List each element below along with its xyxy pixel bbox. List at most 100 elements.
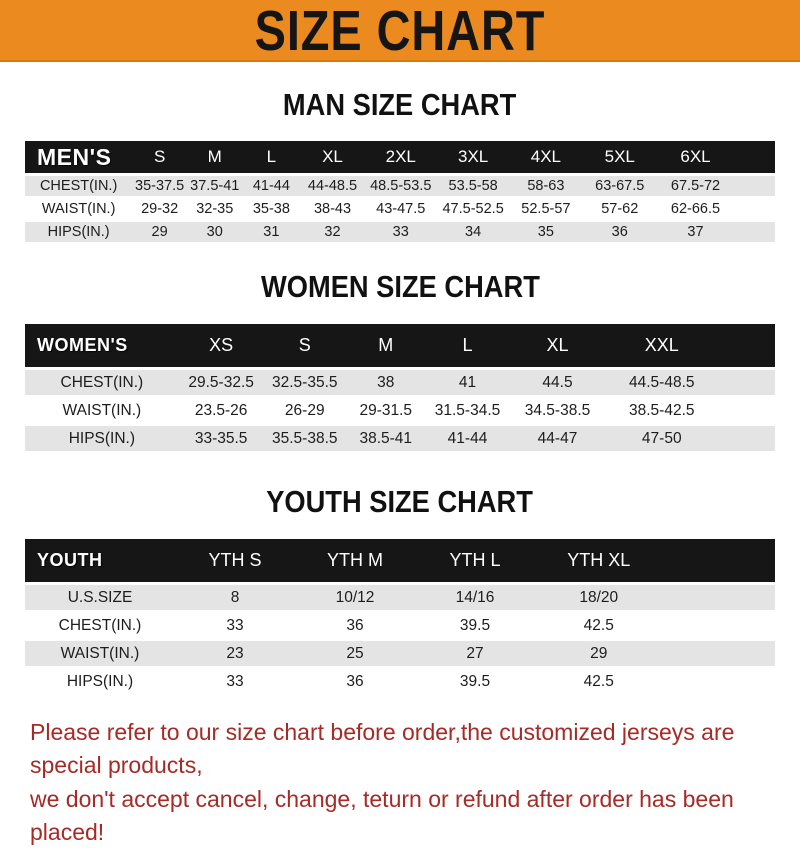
size-cell: 62-66.5 bbox=[657, 199, 734, 219]
table-row: HIPS(IN.) 29 30 31 32 33 34 35 36 37 bbox=[25, 222, 775, 242]
women-size-table: WOMEN'S XS S M L XL XXL CHEST(IN.) 29.5-… bbox=[25, 321, 775, 454]
size-cell: 33 bbox=[364, 222, 437, 242]
youth-section-heading-text: YOUTH SIZE CHART bbox=[266, 484, 534, 519]
column-header: XS bbox=[178, 324, 264, 367]
size-cell: 34.5-38.5 bbox=[509, 398, 606, 423]
size-cell: 41-44 bbox=[242, 176, 301, 196]
spacer-cell bbox=[662, 669, 775, 694]
column-header: S bbox=[263, 324, 346, 367]
size-cell: 36 bbox=[582, 222, 658, 242]
table-row: HIPS(IN.) 33 36 39.5 42.5 bbox=[25, 669, 775, 694]
table-row: WAIST(IN.) 23.5-26 26-29 29-31.5 31.5-34… bbox=[25, 398, 775, 423]
size-cell: 14/16 bbox=[415, 585, 535, 610]
column-header: M bbox=[187, 141, 243, 173]
column-header: L bbox=[242, 141, 301, 173]
men-table-header-row: MEN'S S M L XL 2XL 3XL 4XL 5XL 6XL bbox=[25, 141, 775, 173]
size-cell: 35 bbox=[509, 222, 583, 242]
column-header: XL bbox=[509, 324, 606, 367]
women-table-header-row: WOMEN'S XS S M L XL XXL bbox=[25, 324, 775, 367]
spacer-cell bbox=[662, 585, 775, 610]
column-header: XL bbox=[300, 141, 365, 173]
size-cell: 35.5-38.5 bbox=[263, 426, 346, 451]
size-cell: 67.5-72 bbox=[657, 176, 734, 196]
size-cell: 37 bbox=[657, 222, 734, 242]
size-cell: 29 bbox=[535, 641, 663, 666]
size-cell: 35-38 bbox=[242, 199, 301, 219]
size-cell: 63-67.5 bbox=[582, 176, 658, 196]
men-section-heading-text: MAN SIZE CHART bbox=[283, 87, 517, 122]
size-cell: 29-32 bbox=[132, 199, 187, 219]
column-header: 5XL bbox=[582, 141, 658, 173]
column-header: 4XL bbox=[509, 141, 583, 173]
size-cell: 44.5-48.5 bbox=[605, 370, 718, 395]
size-cell: 42.5 bbox=[535, 669, 663, 694]
men-section-heading: MAN SIZE CHART bbox=[0, 87, 800, 123]
size-cell: 33 bbox=[175, 669, 295, 694]
size-cell: 44.5 bbox=[509, 370, 606, 395]
row-label: WAIST(IN.) bbox=[25, 199, 133, 219]
women-section-heading: WOMEN SIZE CHART bbox=[0, 269, 800, 305]
women-table-label: WOMEN'S bbox=[25, 324, 179, 367]
size-cell: 32 bbox=[300, 222, 365, 242]
size-cell: 38.5-42.5 bbox=[605, 398, 718, 423]
size-cell: 41 bbox=[425, 370, 510, 395]
banner: SIZE CHART bbox=[0, 0, 800, 62]
youth-section-heading: YOUTH SIZE CHART bbox=[0, 484, 800, 520]
size-cell: 31.5-34.5 bbox=[425, 398, 510, 423]
size-cell: 38 bbox=[346, 370, 426, 395]
table-row: HIPS(IN.) 33-35.5 35.5-38.5 38.5-41 41-4… bbox=[25, 426, 775, 451]
size-cell: 8 bbox=[175, 585, 295, 610]
row-label: HIPS(IN.) bbox=[25, 222, 133, 242]
table-row: CHEST(IN.) 35-37.5 37.5-41 41-44 44-48.5… bbox=[25, 176, 775, 196]
youth-size-table: YOUTH YTH S YTH M YTH L YTH XL U.S.SIZE … bbox=[25, 536, 775, 697]
row-label: CHEST(IN.) bbox=[25, 176, 133, 196]
row-label: HIPS(IN.) bbox=[25, 669, 175, 694]
size-cell: 30 bbox=[187, 222, 243, 242]
size-cell: 39.5 bbox=[415, 613, 535, 638]
table-row: CHEST(IN.) 33 36 39.5 42.5 bbox=[25, 613, 775, 638]
spacer-cell bbox=[662, 641, 775, 666]
size-cell: 34 bbox=[436, 222, 510, 242]
size-cell: 36 bbox=[295, 669, 415, 694]
row-label: U.S.SIZE bbox=[25, 585, 175, 610]
footer-note: Please refer to our size chart before or… bbox=[30, 716, 772, 849]
size-cell: 29 bbox=[132, 222, 187, 242]
size-cell: 36 bbox=[295, 613, 415, 638]
size-cell: 23.5-26 bbox=[178, 398, 264, 423]
size-cell: 41-44 bbox=[425, 426, 510, 451]
spacer-cell bbox=[662, 539, 775, 582]
size-cell: 53.5-58 bbox=[436, 176, 510, 196]
table-row: U.S.SIZE 8 10/12 14/16 18/20 bbox=[25, 585, 775, 610]
size-cell: 47-50 bbox=[605, 426, 718, 451]
table-row: WAIST(IN.) 23 25 27 29 bbox=[25, 641, 775, 666]
column-header: YTH L bbox=[415, 539, 535, 582]
spacer-cell bbox=[733, 199, 775, 219]
size-cell: 57-62 bbox=[582, 199, 658, 219]
men-table-label: MEN'S bbox=[25, 141, 133, 173]
spacer-cell bbox=[718, 398, 775, 423]
youth-table-label: YOUTH bbox=[25, 539, 175, 582]
size-cell: 39.5 bbox=[415, 669, 535, 694]
size-cell: 23 bbox=[175, 641, 295, 666]
size-cell: 44-48.5 bbox=[300, 176, 365, 196]
size-cell: 33 bbox=[175, 613, 295, 638]
footer-note-line2: we don't accept cancel, change, teturn o… bbox=[30, 785, 734, 846]
size-cell: 38.5-41 bbox=[346, 426, 426, 451]
size-cell: 43-47.5 bbox=[364, 199, 437, 219]
column-header: YTH S bbox=[175, 539, 295, 582]
column-header: L bbox=[425, 324, 510, 367]
size-cell: 32-35 bbox=[187, 199, 243, 219]
size-cell: 47.5-52.5 bbox=[436, 199, 510, 219]
column-header: 2XL bbox=[364, 141, 437, 173]
size-cell: 44-47 bbox=[509, 426, 606, 451]
spacer-cell bbox=[718, 370, 775, 395]
spacer-cell bbox=[733, 222, 775, 242]
spacer-cell bbox=[733, 141, 775, 173]
size-cell: 27 bbox=[415, 641, 535, 666]
row-label: WAIST(IN.) bbox=[25, 398, 179, 423]
size-cell: 35-37.5 bbox=[132, 176, 187, 196]
size-cell: 10/12 bbox=[295, 585, 415, 610]
size-cell: 29.5-32.5 bbox=[178, 370, 264, 395]
page-title: SIZE CHART bbox=[254, 0, 546, 62]
